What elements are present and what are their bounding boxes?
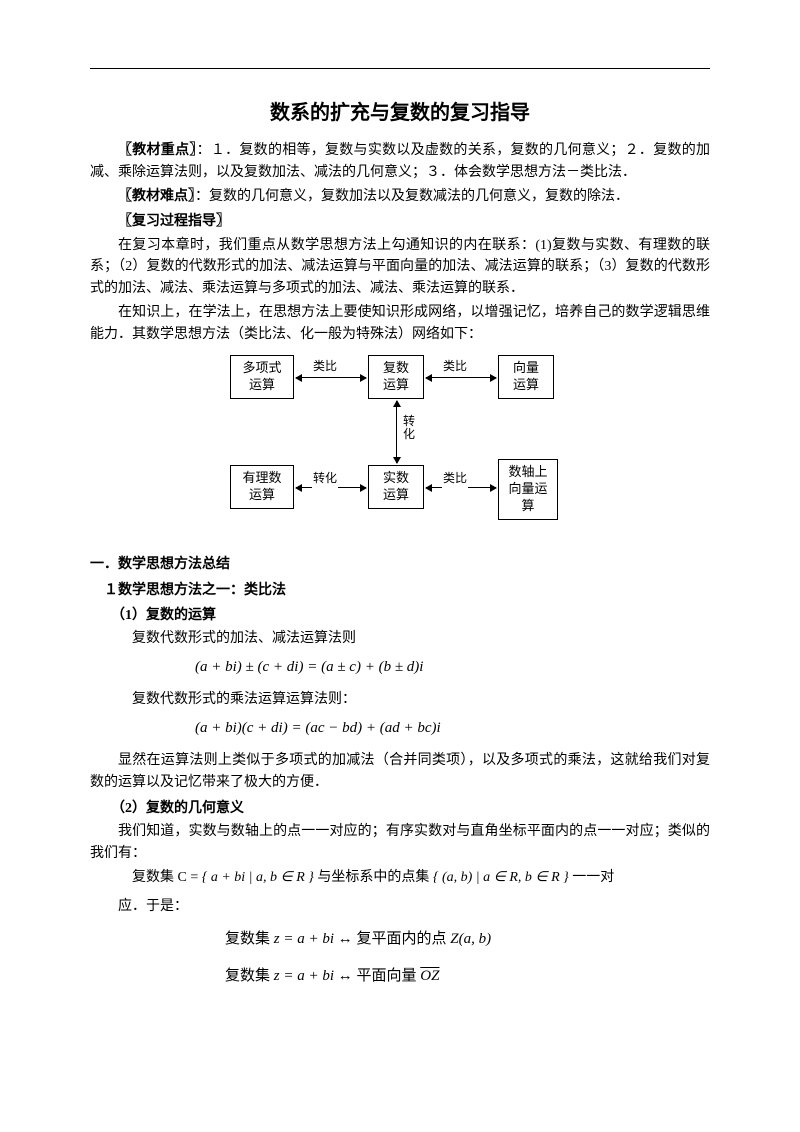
- correspondence-vector: 复数集 z = a + bi ↔ 平面向量 OZ: [90, 965, 710, 988]
- plane-mid: ↔ 复平面内的点: [334, 931, 450, 947]
- review-label-para: 〖复习过程指导〗: [90, 210, 710, 233]
- set-prefix: 复数集 C =: [132, 870, 202, 885]
- node-complex: 复数 运算: [368, 355, 424, 399]
- label-analogy-2: 类比: [442, 357, 468, 376]
- difficulties-label: 〖教材难点〗: [118, 187, 195, 203]
- set-suffix: 一一对: [569, 870, 615, 885]
- keypoints-para: 〖教材重点〗：１．复数的相等，复数与实数以及虚数的关系，复数的几何意义；２．复数…: [90, 139, 710, 183]
- plane-prefix: 复数集: [225, 931, 274, 947]
- subsection-1-head: １数学思想方法之一：类比法: [90, 579, 710, 601]
- item-1-head: （1）复数的运算: [90, 605, 710, 627]
- formula-addition: (a + bi) ± (c + di) = (a ± c) + (b ± d)i: [90, 656, 710, 679]
- multiplication-rule-label: 复数代数形式的乘法运算运算法则：: [90, 689, 710, 711]
- arrow-top-1: [296, 377, 366, 378]
- set-middle: 与坐标系中的点集: [314, 870, 433, 885]
- review-para-2: 在知识上，在学法上，在思想方法上要使知识形成网络，以增强记忆，培养自己的数学逻辑…: [90, 302, 710, 345]
- analogy-explanation: 显然在运算法则上类似于多项式的加减法（合并同类项），以及多项式的乘法，这就给我们…: [90, 750, 710, 793]
- vec-oz: OZ: [420, 968, 439, 984]
- difficulties-para: 〖教材难点〗：复数的几何意义，复数加法以及复数减法的几何意义，复数的除法．: [90, 185, 710, 208]
- label-analogy-3: 类比: [442, 469, 468, 488]
- set-expr-1: { a + bi | a, b ∈ R }: [202, 870, 314, 885]
- vec-prefix: 复数集: [225, 968, 274, 984]
- review-para-1: 在复习本章时，我们重点从数学思想方法上勾通知识的内在联系：(1)复数与实数、有理…: [90, 235, 710, 300]
- page: 数系的扩充与复数的复习指导 〖教材重点〗：１．复数的相等，复数与实数以及虚数的关…: [0, 0, 800, 1132]
- section-1-head: 一．数学思想方法总结: [90, 553, 710, 575]
- difficulties-text: ：复数的几何意义，复数加法以及复数减法的几何意义，复数的除法．: [195, 189, 629, 204]
- label-convert-1: 转化: [312, 469, 338, 488]
- concept-diagram: 多项式 运算 复数 运算 向量 运算 有理数 运算 实数 运算 数轴上 向量运 …: [220, 355, 580, 545]
- geometric-intro: 我们知道，实数与数轴上的点一一对应的；有序实数对与直角坐标平面内的点一一对应；类…: [90, 821, 710, 864]
- item-2-head: （2）复数的几何意义: [90, 798, 710, 820]
- arrow-top-2: [426, 377, 496, 378]
- label-analogy-1: 类比: [312, 357, 338, 376]
- node-polynomial: 多项式 运算: [230, 355, 294, 399]
- node-real: 实数 运算: [368, 465, 424, 509]
- correspondence-plane: 复数集 z = a + bi ↔ 复平面内的点 Z(a, b): [90, 928, 710, 951]
- formula-multiplication: (a + bi)(c + di) = (ac − bd) + (ad + bc)…: [90, 717, 710, 740]
- node-axis-vector: 数轴上 向量运 算: [498, 459, 558, 520]
- vec-z: z = a + bi: [274, 968, 334, 984]
- node-vector: 向量 运算: [498, 355, 554, 399]
- arrow-vertical: [396, 401, 397, 463]
- addition-rule-label: 复数代数形式的加法、减法运算法则: [90, 628, 710, 650]
- label-convert-vertical: 转 化: [402, 415, 416, 441]
- keypoints-label: 〖教材重点〗: [118, 141, 197, 157]
- set-correspondence: 复数集 C = { a + bi | a, b ∈ R } 与坐标系中的点集 {…: [90, 867, 710, 889]
- set-expr-2: { (a, b) | a ∈ R, b ∈ R }: [433, 870, 569, 885]
- top-rule: [90, 68, 710, 69]
- vec-mid: ↔ 平面向量: [334, 968, 420, 984]
- review-label: 〖复习过程指导〗: [118, 212, 230, 228]
- plane-z: z = a + bi: [274, 931, 334, 947]
- plane-point: Z(a, b): [450, 931, 491, 947]
- document-title: 数系的扩充与复数的复习指导: [90, 98, 710, 129]
- node-rational: 有理数 运算: [230, 465, 294, 509]
- set-wrap-line: 应．于是：: [90, 896, 710, 918]
